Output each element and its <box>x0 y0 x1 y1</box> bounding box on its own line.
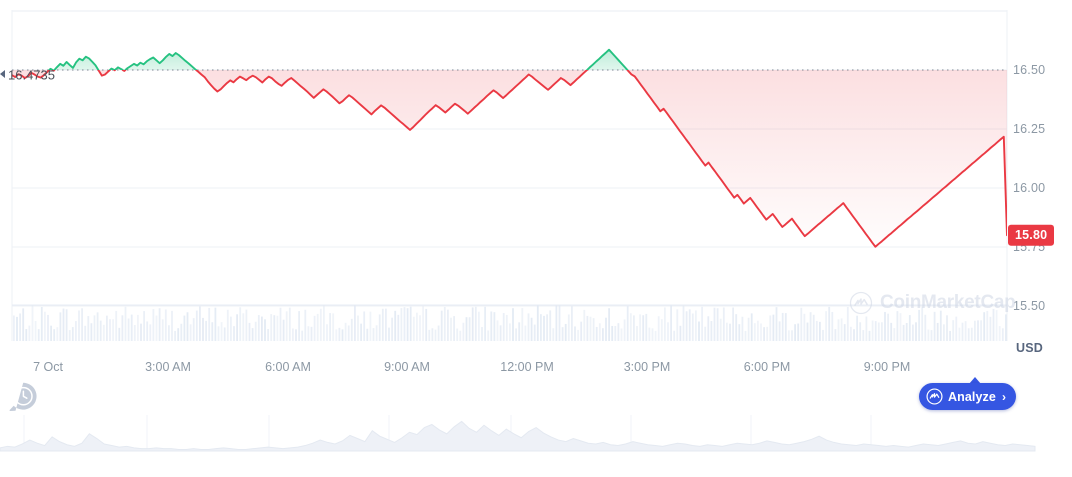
price-line-up <box>48 48 629 70</box>
x-axis-tick-2: 6:00 AM <box>265 360 311 374</box>
chevron-right-icon: › <box>1001 389 1006 404</box>
y-axis-tick-4: 15.50 <box>1013 299 1046 313</box>
price-line-down <box>12 70 1007 248</box>
coinmarketcap-logo-icon <box>926 388 943 405</box>
navigator-gridlines <box>23 415 872 451</box>
analyze-button-label: Analyze <box>948 389 996 404</box>
area-fill-up <box>49 49 628 70</box>
volume-bars <box>12 304 1007 341</box>
current-price-badge: 15.80 <box>1008 224 1055 246</box>
reference-price-marker <box>0 70 5 78</box>
x-axis-tick-4: 12:00 PM <box>500 360 554 374</box>
history-clock-icon <box>9 382 37 411</box>
analyze-tooltip-arrow <box>969 377 981 384</box>
x-axis-tick-7: 9:00 PM <box>863 360 911 374</box>
area-fill-down <box>12 70 1007 247</box>
history-button[interactable] <box>9 382 38 411</box>
x-axis-tick-6: 6:00 PM <box>743 360 791 374</box>
range-navigator[interactable]: 20182019202020212022202320242025 <box>0 413 1072 477</box>
main-chart-panel[interactable]: 16.4735 16.50 16.25 16.00 15.75 15.50 USD 15… <box>0 0 1072 374</box>
reference-price-label: 16.4735 <box>8 67 55 83</box>
navigator-area <box>0 420 1036 452</box>
currency-label: USD <box>1016 341 1043 355</box>
y-axis-tick-1: 16.25 <box>1013 122 1046 136</box>
x-axis-tick-0: 7 Oct <box>33 360 63 374</box>
x-axis-tick-3: 9:00 AM <box>384 360 430 374</box>
x-axis-tick-1: 3:00 AM <box>145 360 191 374</box>
analyze-button[interactable]: Analyze › <box>919 383 1016 410</box>
x-axis-tick-5: 3:00 PM <box>623 360 671 374</box>
y-axis-tick-0: 16.50 <box>1013 63 1046 77</box>
price-chart-svg[interactable] <box>0 0 1072 372</box>
navigator-svg[interactable] <box>0 413 1072 477</box>
y-axis-tick-2: 16.00 <box>1013 181 1046 195</box>
